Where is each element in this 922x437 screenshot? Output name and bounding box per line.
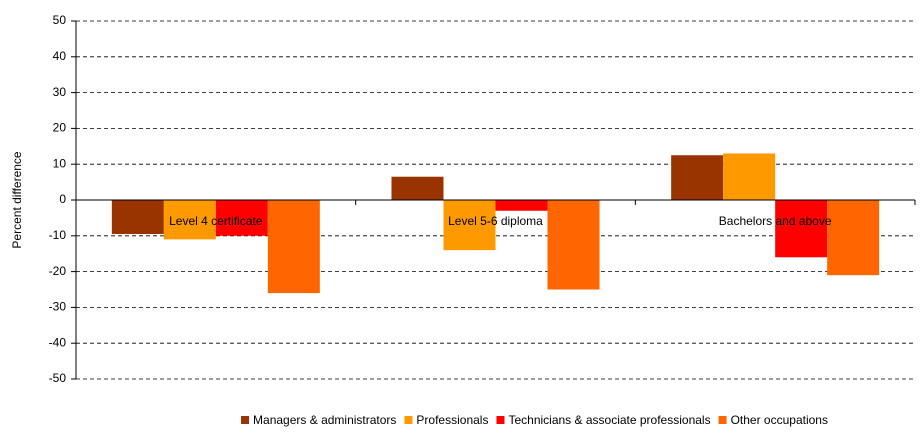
y-tick-label: 40 <box>53 49 67 63</box>
legend-swatch <box>496 416 505 424</box>
bar <box>163 200 216 240</box>
legend-label: Other occupations <box>731 413 828 427</box>
y-tick-label: -30 <box>49 300 67 314</box>
bar <box>391 176 444 200</box>
y-tick-label: -10 <box>49 228 67 242</box>
x-tick-label: Level 5-6 diploma <box>448 214 543 228</box>
y-tick-label: 20 <box>53 121 67 135</box>
y-axis-label: Percent difference <box>10 151 24 248</box>
y-tick-label: 50 <box>53 13 67 27</box>
legend-label: Professionals <box>416 413 488 427</box>
bar <box>547 200 600 290</box>
bar <box>723 153 776 200</box>
bar <box>111 200 164 235</box>
bar <box>671 155 724 200</box>
legend-swatch <box>241 416 250 424</box>
bar <box>267 200 320 294</box>
legend-swatch <box>718 416 727 424</box>
legend-swatch <box>404 416 413 424</box>
bar <box>495 200 548 211</box>
x-tick-label: Bachelors and above <box>719 214 832 228</box>
bar <box>215 200 268 236</box>
x-tick-label: Level 4 certificate <box>169 214 263 228</box>
y-tick-label: 30 <box>53 85 67 99</box>
legend-label: Managers & administrators <box>253 413 396 427</box>
y-tick-label: 10 <box>53 156 67 170</box>
bar <box>827 200 880 276</box>
y-tick-label: -20 <box>49 264 67 278</box>
y-tick-label: 0 <box>59 192 66 206</box>
y-tick-label: -50 <box>49 371 67 385</box>
legend-label: Technicians & associate professionals <box>508 413 710 427</box>
y-tick-label: -40 <box>49 335 67 349</box>
bar <box>443 200 496 251</box>
bar <box>775 200 828 258</box>
